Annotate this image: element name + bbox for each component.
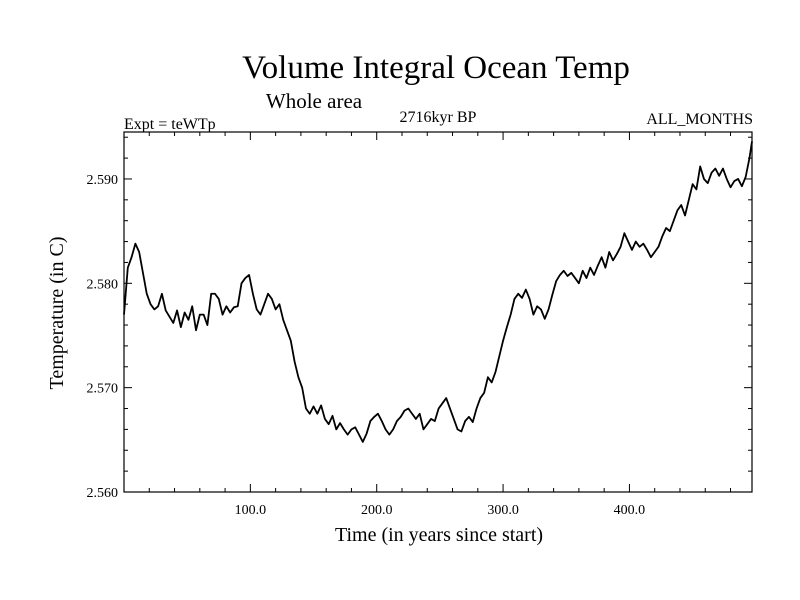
axis-ticks bbox=[124, 132, 752, 493]
plot-area bbox=[123, 131, 753, 493]
series-line bbox=[123, 141, 753, 443]
y-tick-label: 2.560 bbox=[87, 486, 119, 501]
x-tick-label: 200.0 bbox=[361, 503, 393, 518]
chart-title: Volume Integral Ocean Temp bbox=[242, 50, 630, 86]
months-label: ALL_MONTHS bbox=[646, 111, 753, 128]
y-tick-label: 2.590 bbox=[87, 173, 119, 188]
period-label: 2716kyr BP bbox=[400, 109, 477, 126]
y-tick-label: 2.570 bbox=[87, 382, 119, 397]
y-axis-label: Temperature (in C) bbox=[46, 237, 68, 390]
y-tick-label: 2.580 bbox=[87, 277, 119, 292]
x-tick-label: 300.0 bbox=[487, 503, 519, 518]
series-layer bbox=[123, 141, 753, 443]
x-axis-label: Time (in years since start) bbox=[335, 524, 543, 546]
plot-border bbox=[123, 131, 753, 493]
x-tick-label: 400.0 bbox=[614, 503, 646, 518]
chart-subtitle: Whole area bbox=[266, 89, 363, 113]
x-tick-label: 100.0 bbox=[235, 503, 267, 518]
axis-tick-labels: 100.0 200.0 300.0 400.0 2.560 2.570 2.580 2.590 bbox=[87, 173, 646, 518]
experiment-label: Expt = teWTp bbox=[124, 116, 216, 133]
